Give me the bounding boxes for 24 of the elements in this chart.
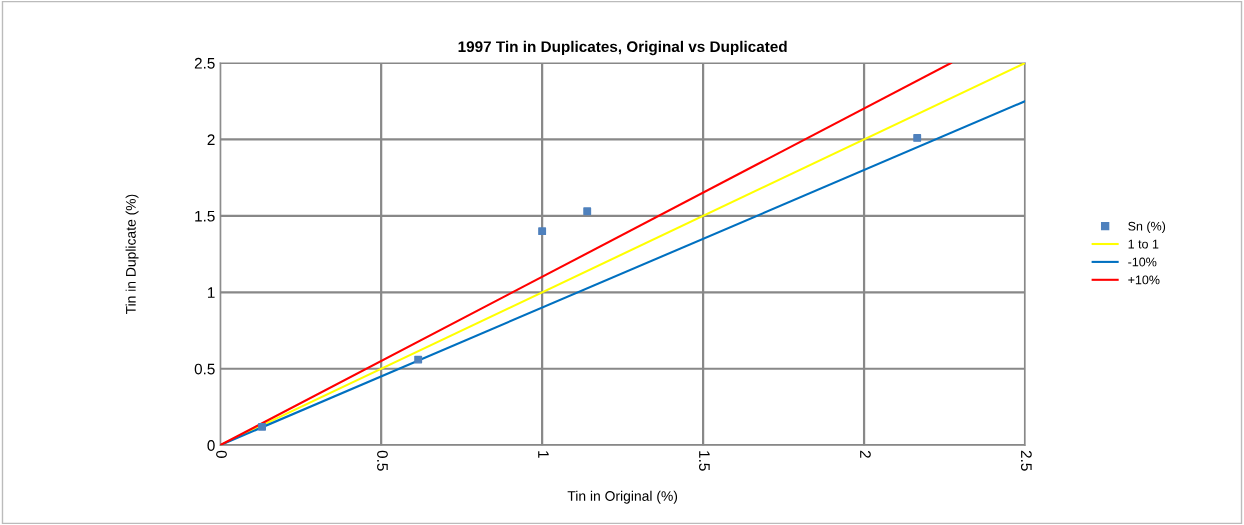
y-tick-label: 2.5 bbox=[194, 57, 215, 69]
legend-label: 1 to 1 bbox=[1128, 239, 1159, 249]
x-tick-label: 0.5 bbox=[377, 450, 388, 471]
point bbox=[583, 207, 592, 216]
point bbox=[258, 422, 266, 431]
y-tick-label: 1.5 bbox=[195, 210, 215, 222]
y-tick-label: 0 bbox=[207, 440, 215, 451]
y-tick-label: 0.5 bbox=[194, 363, 215, 375]
chart-title: 1997 Tin in Duplicates, Original vs Duplicated bbox=[458, 40, 787, 56]
x-axis-title: Tin in Original (%) bbox=[567, 490, 678, 504]
legend-label: +10% bbox=[1128, 275, 1160, 285]
legend-label: Sn (%) bbox=[1128, 221, 1166, 234]
y-axis-title: Tin in Duplicate (%) bbox=[125, 194, 139, 315]
point bbox=[913, 133, 922, 142]
legend-label: -10% bbox=[1128, 257, 1157, 267]
y-tick-label: 2 bbox=[207, 134, 215, 145]
point bbox=[414, 355, 423, 364]
point bbox=[538, 227, 547, 236]
y-tick-label: 1 bbox=[208, 287, 215, 298]
x-tick-label: 0 bbox=[216, 450, 227, 458]
x-tick-label: 2.5 bbox=[1020, 450, 1032, 471]
x-tick-label: 1 bbox=[538, 451, 549, 458]
x-tick-label: 1.5 bbox=[699, 451, 710, 471]
x-tick-label: 2 bbox=[860, 450, 871, 458]
